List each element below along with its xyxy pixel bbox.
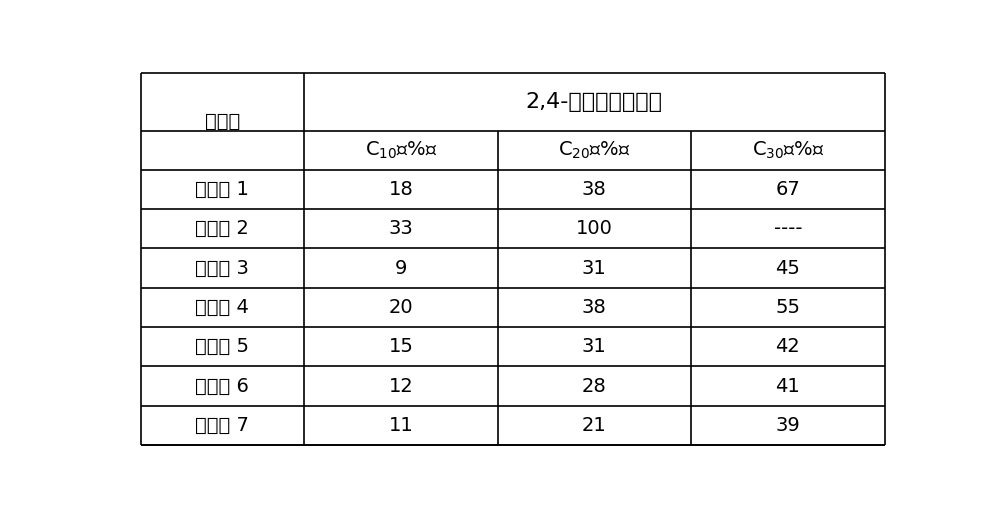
Text: 2,4-二氯苯酚转化率: 2,4-二氯苯酚转化率 [526,92,663,111]
Text: 31: 31 [582,337,607,356]
Text: 20: 20 [389,298,413,317]
Text: $\mathregular{C}_{20}$（%）: $\mathregular{C}_{20}$（%） [558,139,630,161]
Text: 55: 55 [775,298,800,317]
Text: 实施例 6: 实施例 6 [195,377,249,395]
Text: 18: 18 [389,180,413,199]
Text: 42: 42 [775,337,800,356]
Text: 33: 33 [389,219,413,238]
Text: 39: 39 [775,416,800,435]
Text: 31: 31 [582,259,607,277]
Text: 9: 9 [395,259,407,277]
Text: 38: 38 [582,180,607,199]
Text: 11: 11 [389,416,413,435]
Text: 实施例 4: 实施例 4 [195,298,249,317]
Text: 实施例 3: 实施例 3 [195,259,249,277]
Text: 38: 38 [582,298,607,317]
Text: 催化剂: 催化剂 [205,112,240,131]
Text: 67: 67 [775,180,800,199]
Text: 实施例 5: 实施例 5 [195,337,249,356]
Text: 实施例 2: 实施例 2 [195,219,249,238]
Text: 45: 45 [775,259,800,277]
Text: $\mathregular{C}_{10}$（%）: $\mathregular{C}_{10}$（%） [365,139,437,161]
Text: 12: 12 [389,377,413,395]
Text: 实施例 7: 实施例 7 [195,416,249,435]
Text: $\mathregular{C}_{30}$（%）: $\mathregular{C}_{30}$（%） [752,139,824,161]
Text: 21: 21 [582,416,607,435]
Text: 41: 41 [775,377,800,395]
Text: 15: 15 [388,337,413,356]
Text: 28: 28 [582,377,607,395]
Text: ----: ---- [774,219,802,238]
Text: 实施例 1: 实施例 1 [195,180,249,199]
Text: 100: 100 [576,219,613,238]
